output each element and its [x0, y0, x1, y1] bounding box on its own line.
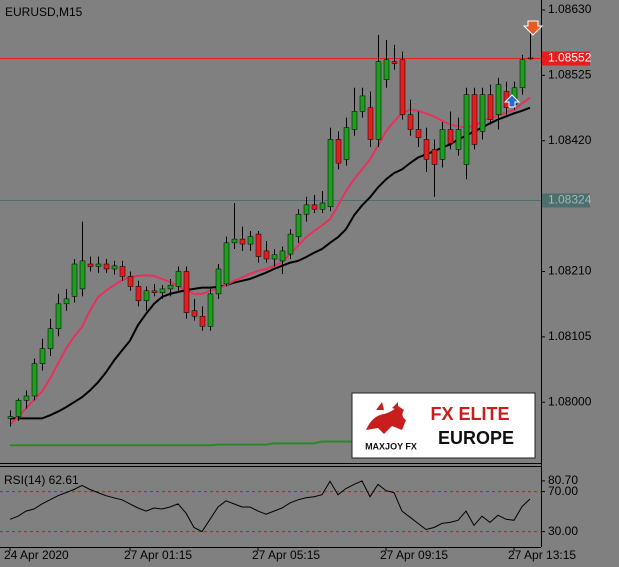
candle-body	[391, 61, 398, 64]
candle-body	[431, 149, 438, 165]
logo-brand: FX ELITE	[430, 404, 509, 424]
candle-body	[215, 268, 222, 295]
candle-body	[279, 250, 286, 262]
candle-body	[439, 129, 446, 160]
y-tick-label: 1.08630	[548, 2, 592, 16]
candle-body	[199, 316, 206, 327]
candle-body	[159, 288, 166, 293]
y-tick-label: 30.00	[548, 524, 578, 538]
candle-body	[231, 238, 238, 244]
candle-body	[359, 95, 366, 112]
candle-body	[287, 233, 294, 255]
candle-body	[151, 290, 158, 293]
candle-body	[87, 263, 94, 267]
candle-body	[111, 265, 118, 270]
candle-body	[423, 139, 430, 160]
x-tick-label: 27 Apr 09:15	[380, 548, 448, 562]
candle-body	[335, 139, 342, 164]
indicator-title: RSI(14) 62.61	[4, 473, 79, 487]
y-tick-label: 1.08525	[548, 68, 592, 82]
y-tick-label: 70.00	[548, 484, 578, 498]
candle-body	[175, 271, 182, 287]
candle-body	[223, 242, 230, 285]
logo-horns	[376, 402, 398, 410]
sell-arrow	[522, 20, 544, 36]
candle-body	[383, 59, 390, 80]
chart-title: EURUSD,M15	[5, 5, 83, 19]
x-tick-label: 27 Apr 05:15	[252, 548, 320, 562]
candle-body	[271, 254, 278, 260]
candle-body	[463, 94, 470, 165]
price-tag	[542, 51, 590, 66]
candle-body	[95, 263, 102, 267]
candle-body	[399, 59, 406, 115]
candle-body	[167, 284, 174, 290]
logo: FX ELITE EUROPE MAXJOY FX	[351, 392, 536, 459]
candle-body	[39, 348, 46, 364]
candle-body	[47, 328, 54, 349]
candle-body	[79, 260, 86, 290]
candle-body	[191, 310, 198, 317]
candle-body	[343, 127, 350, 160]
candle-body	[143, 290, 150, 301]
candle-body	[55, 303, 62, 330]
logo-region: EUROPE	[438, 428, 514, 448]
moving-average	[9, 96, 531, 426]
candle-body	[479, 94, 486, 132]
y-tick-label: 1.08210	[548, 264, 592, 278]
candle-body	[263, 250, 270, 260]
indicator-line	[9, 480, 531, 533]
candle-body	[319, 202, 326, 210]
candle-body	[471, 94, 478, 145]
candle-body	[183, 271, 190, 313]
x-tick-label: 27 Apr 13:15	[508, 548, 576, 562]
candle-body	[31, 363, 38, 397]
candle-body	[311, 204, 318, 210]
candle-body	[71, 263, 78, 297]
candle-body	[103, 263, 110, 270]
y-tick-label: 1.08000	[548, 394, 592, 408]
candle-body	[295, 213, 302, 237]
candle-body	[519, 59, 526, 89]
candle-body	[351, 111, 358, 130]
candle-body	[127, 276, 134, 287]
buy-arrow	[503, 94, 521, 108]
plot-area: 1.08630 1.08525 1.08420 1.08210 1.08105 1.080…	[0, 2, 592, 562]
price-tag	[542, 193, 590, 208]
candle-body	[407, 114, 414, 130]
candle-body	[239, 238, 246, 245]
x-tick-label: 24 Apr 2020	[4, 548, 69, 562]
y-tick-label: 1.08105	[548, 329, 592, 343]
candle-body	[447, 129, 454, 144]
candle-body	[207, 293, 214, 327]
candle-body	[135, 286, 142, 301]
candle-body	[527, 57, 534, 60]
logo-maker: MAXJOY FX	[365, 441, 417, 451]
candle-body	[415, 129, 422, 138]
y-tick-label: 1.08420	[548, 133, 592, 147]
candle-body	[303, 204, 310, 215]
candle-body	[15, 400, 22, 417]
price-tag-label: 1.08324	[548, 193, 592, 207]
candle-body	[375, 61, 382, 140]
logo-bull	[366, 406, 406, 434]
candle-body	[247, 236, 254, 245]
x-tick-label: 27 Apr 01:15	[124, 548, 192, 562]
candle-body	[487, 94, 494, 120]
candle-body	[23, 395, 30, 401]
candle-body	[7, 416, 14, 419]
candle-body	[119, 266, 126, 277]
candle-body	[63, 298, 70, 305]
candle-body	[327, 139, 334, 207]
candle-body	[495, 84, 502, 115]
candle-body	[455, 129, 462, 150]
candle-body	[367, 107, 374, 140]
y-tick-label: 80.70	[548, 473, 578, 487]
candle-body	[255, 233, 262, 257]
price-tag-label: 1.08552	[548, 51, 592, 65]
